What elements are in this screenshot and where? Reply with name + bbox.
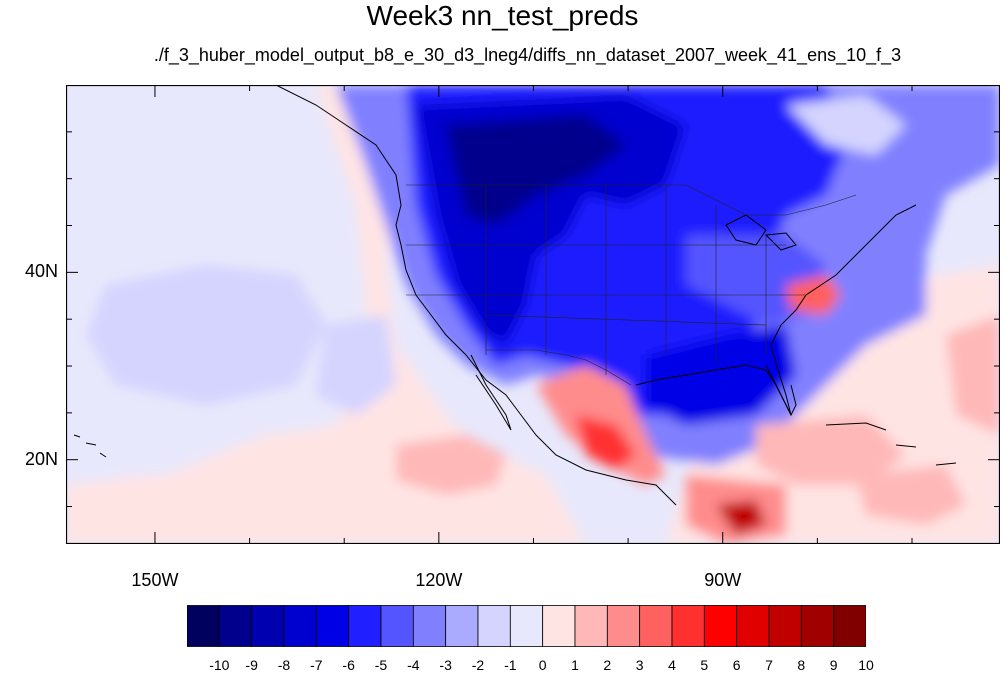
colorbar-tick-label: -3 xyxy=(439,657,452,673)
anomaly-pacific-red xyxy=(396,435,506,495)
colorbar-tick-label: 0 xyxy=(538,657,547,673)
colorbar-swatch xyxy=(218,605,253,647)
colorbar-tick-label: 8 xyxy=(797,657,806,673)
colorbar-tick-label: 6 xyxy=(732,657,741,673)
colorbar-tick-label: -10 xyxy=(209,657,230,673)
colorbar-tick-label: 7 xyxy=(765,657,773,673)
anomaly-atlantic-red xyxy=(946,315,1000,435)
colorbar-tick-label: 10 xyxy=(858,657,874,673)
state-lines xyxy=(406,185,806,375)
hawaii xyxy=(73,434,107,458)
caribbean-islands xyxy=(825,422,957,466)
axis-ticks xyxy=(66,85,1000,544)
anomaly-atlantic-red-2 xyxy=(856,465,966,525)
lon-tick-label: 120W xyxy=(415,570,463,590)
colorbar-swatch xyxy=(251,605,285,647)
colorbar-swatch xyxy=(800,605,835,647)
coastline-east xyxy=(770,204,917,346)
colorbar-swatch xyxy=(477,605,511,647)
colorbar-swatch xyxy=(445,605,479,647)
colorbar-tick-label: 1 xyxy=(571,657,579,673)
anomaly-na-blue-darkest xyxy=(446,115,626,225)
colorbar-swatch xyxy=(380,605,414,647)
plot-subtitle: ./f_3_huber_model_output_b8_e_30_d3_lneg… xyxy=(153,45,902,65)
colorbar-swatch xyxy=(833,605,866,647)
colorbar-tick-label: 4 xyxy=(668,657,676,673)
colorbar-swatch xyxy=(187,605,220,647)
colorbar-swatch xyxy=(606,605,641,647)
colorbar-swatch xyxy=(671,605,705,647)
colorbar-swatch xyxy=(348,605,382,647)
lon-tick-label: 90W xyxy=(704,570,742,590)
lat-tick-label: 20N xyxy=(24,448,58,469)
us-canada-border xyxy=(406,184,857,216)
colorbar-swatch xyxy=(542,605,576,647)
anomaly-arctic-white xyxy=(786,95,906,155)
anomaly-pacific-blue-3 xyxy=(316,315,396,415)
colorbar-swatch xyxy=(768,605,802,647)
map-plot xyxy=(66,85,1000,544)
colorbar-swatch xyxy=(283,605,317,647)
anomaly-caribbean-red xyxy=(756,415,906,485)
coastline-gulf xyxy=(635,344,792,416)
colorbar-tick-label: -9 xyxy=(245,657,258,673)
colorbar-tick-label: -2 xyxy=(471,657,485,673)
colorbar-tick-label: 9 xyxy=(829,657,838,673)
map-panel xyxy=(66,85,1000,544)
colorbar xyxy=(187,605,866,647)
anomaly-gulf-blue xyxy=(646,325,796,425)
us-mexico-border xyxy=(486,349,632,386)
coastlines xyxy=(73,85,957,506)
anomaly-central-america-core xyxy=(716,500,766,535)
florida xyxy=(765,364,797,417)
coastline-west xyxy=(275,85,677,506)
colorbar-tick-label: 3 xyxy=(635,657,644,673)
anomaly-mexico-red-core xyxy=(576,415,636,470)
colorbar-tick-label: -5 xyxy=(374,657,388,673)
colorbar-tick-label: -8 xyxy=(277,657,291,673)
lat-tick-label: 40N xyxy=(24,261,58,282)
colorbar-swatch xyxy=(315,605,350,647)
colorbar-swatches xyxy=(187,605,866,647)
colorbar-swatch xyxy=(736,605,770,647)
lon-tick-label: 150W xyxy=(131,570,179,590)
colorbar-swatch xyxy=(509,605,544,647)
colorbar-tick-label: -4 xyxy=(407,657,420,673)
plot-title: Week3 nn_test_preds xyxy=(366,0,639,31)
colorbar-tick-label: 5 xyxy=(700,657,709,673)
colorbar-swatch xyxy=(703,605,738,647)
colorbar-swatch xyxy=(639,605,673,647)
anomaly-pacific-blue-2 xyxy=(86,265,326,405)
anomaly-field xyxy=(66,85,1000,544)
colorbar-tick-label: -6 xyxy=(342,657,355,673)
colorbar-tick-label: -7 xyxy=(310,657,323,673)
colorbar-tick-label: -1 xyxy=(504,657,517,673)
colorbar-tick-label: 2 xyxy=(603,657,612,673)
colorbar-swatch xyxy=(412,605,447,647)
state-boundaries xyxy=(406,184,857,386)
baja-california xyxy=(470,354,512,431)
colorbar-swatch xyxy=(574,605,608,647)
